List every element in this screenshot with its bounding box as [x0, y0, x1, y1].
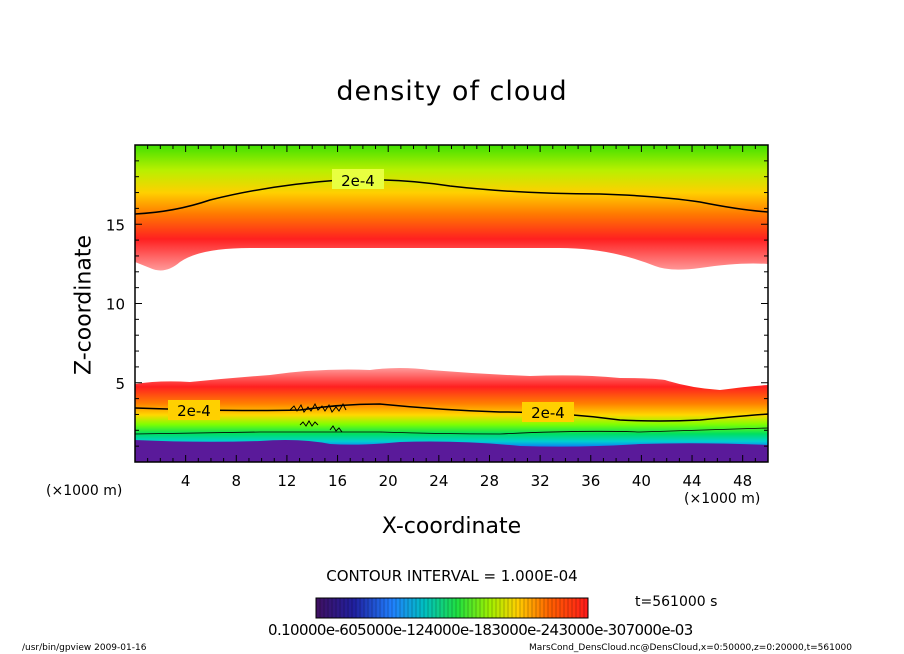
contour-label-upper: 2e-4 — [341, 172, 375, 190]
x-tick-label: 28 — [480, 472, 499, 490]
x-tick-label: 24 — [429, 472, 448, 490]
x-axis-label: X-coordinate — [381, 514, 522, 539]
x-tick-label: 32 — [531, 472, 550, 490]
x-tick-labels: 4 8 12 16 20 24 28 32 36 40 44 48 — [181, 472, 752, 490]
contour-noise — [289, 402, 347, 433]
lower-cloud-layer — [135, 368, 768, 462]
y-tick-marks — [135, 160, 768, 447]
contour-upper — [135, 178, 768, 215]
y-tick-label: 5 — [115, 375, 125, 393]
colorbar-tick-labels: 0.10000e-605000e-124000e-183000e-243000e… — [268, 621, 693, 639]
x-tick-label: 40 — [632, 472, 651, 490]
contour-interval: CONTOUR INTERVAL = 1.000E-04 — [326, 567, 578, 585]
colorbar-ticks — [319, 598, 585, 618]
x-tick-label: 36 — [581, 472, 600, 490]
footer-left: /usr/bin/gpview 2009-01-16 — [22, 643, 147, 653]
x-tick-label: 12 — [277, 472, 296, 490]
contour-label-lower-right: 2e-4 — [531, 404, 565, 422]
x-tick-label: 16 — [328, 472, 347, 490]
chart-title: density of cloud — [336, 76, 568, 107]
x-tick-label: 44 — [682, 472, 701, 490]
contour-label-lower-left: 2e-4 — [177, 402, 211, 420]
x-tick-label: 8 — [232, 472, 242, 490]
lower-cloud-base — [135, 440, 768, 462]
y-axis-unit: (×1000 m) — [46, 483, 123, 499]
y-tick-label: 15 — [106, 216, 125, 234]
y-tick-labels: 5 10 15 — [106, 216, 125, 393]
x-tick-label: 48 — [733, 472, 752, 490]
contour-lower-thin — [135, 427, 768, 435]
time-label: t=561000 s — [635, 594, 718, 610]
upper-cloud-layer — [135, 145, 768, 271]
y-axis-label: Z-coordinate — [71, 235, 97, 375]
x-axis-unit: (×1000 m) — [684, 491, 761, 507]
x-tick-marks — [147, 145, 756, 462]
y-tick-label: 10 — [106, 296, 125, 314]
x-tick-label: 20 — [379, 472, 398, 490]
x-tick-label: 4 — [181, 472, 191, 490]
footer-right: MarsCond_DensCloud.nc@DensCloud,x=0:5000… — [529, 643, 852, 653]
